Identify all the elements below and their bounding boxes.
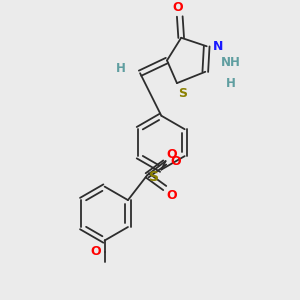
Text: O: O [171, 154, 181, 168]
Text: O: O [91, 245, 101, 258]
Text: O: O [166, 190, 177, 202]
Text: NH: NH [221, 56, 241, 69]
Text: O: O [166, 148, 177, 161]
Text: O: O [172, 1, 183, 14]
Text: H: H [226, 77, 236, 91]
Text: S: S [178, 87, 187, 100]
Text: H: H [116, 62, 126, 76]
Text: S: S [148, 170, 159, 184]
Text: N: N [212, 40, 223, 53]
